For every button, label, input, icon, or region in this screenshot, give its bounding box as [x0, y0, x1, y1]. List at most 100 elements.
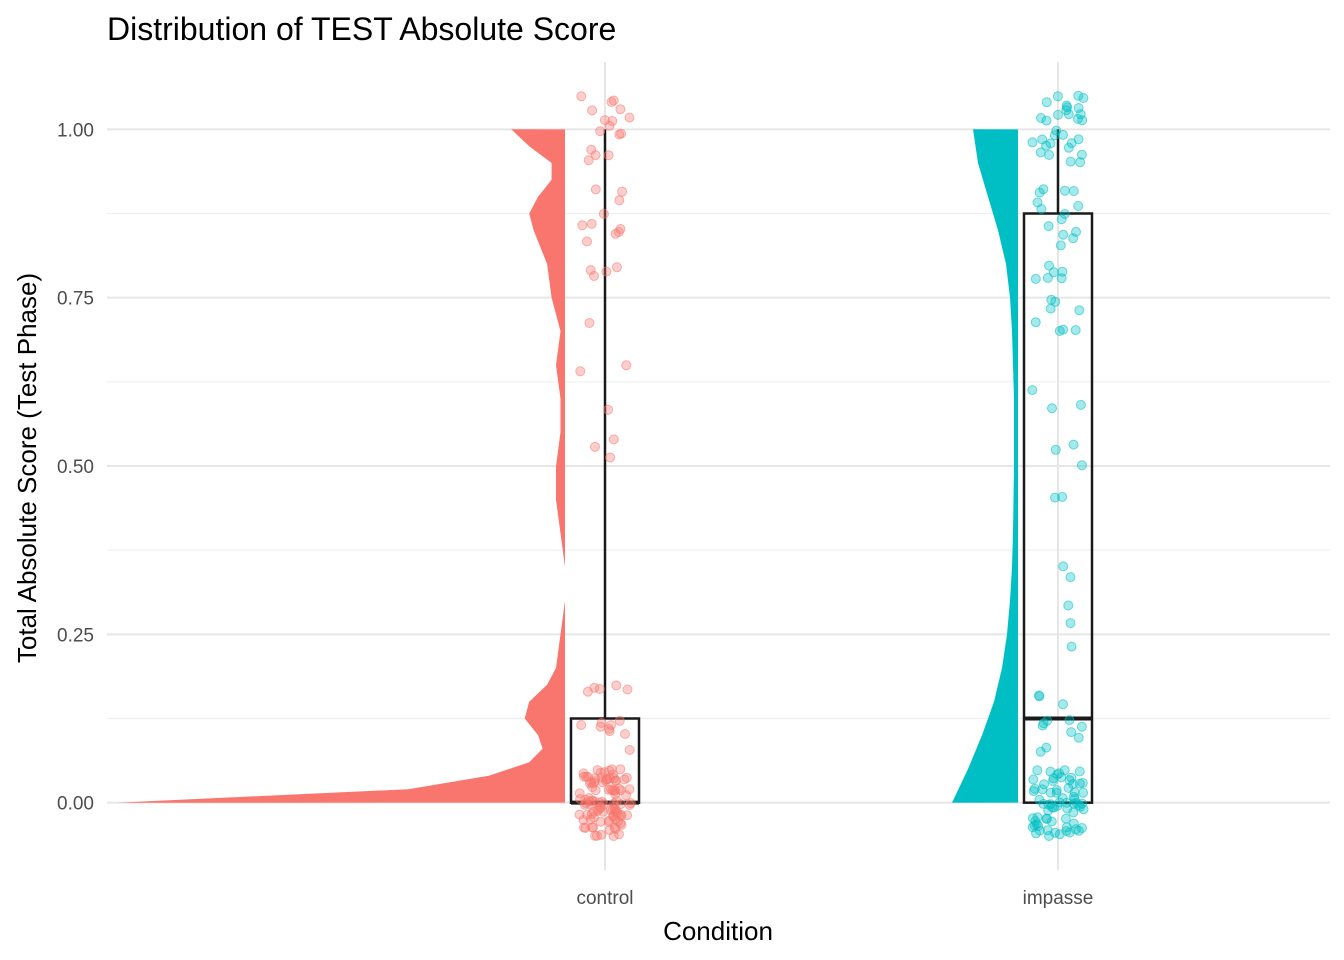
point-impasse-120 — [1056, 214, 1067, 225]
point-control-109 — [595, 721, 606, 732]
point-impasse-66 — [1047, 802, 1058, 813]
point-control-33 — [595, 816, 606, 827]
point-control-103 — [622, 684, 633, 695]
chart-title: Distribution of TEST Absolute Score — [107, 11, 616, 47]
point-control-137 — [587, 105, 598, 116]
point-impasse-0 — [1051, 785, 1062, 796]
point-control-101 — [596, 718, 607, 728]
point-impasse-140 — [1027, 137, 1038, 148]
point-impasse-76 — [1066, 727, 1077, 738]
point-impasse-67 — [1069, 793, 1080, 804]
point-control-78 — [591, 830, 602, 841]
point-control-114 — [608, 434, 619, 445]
point-impasse-118 — [1032, 197, 1043, 208]
point-impasse-75 — [1035, 746, 1046, 757]
half-violin-impasse — [952, 129, 1018, 803]
point-impasse-77 — [1073, 732, 1084, 743]
point-impasse-83 — [1063, 600, 1074, 611]
point-impasse-139 — [1053, 109, 1063, 120]
point-impasse-81 — [1064, 715, 1075, 726]
point-impasse-108 — [1074, 305, 1085, 316]
point-control-123 — [584, 318, 595, 328]
point-control-81 — [580, 823, 591, 833]
point-control-143 — [604, 120, 615, 131]
point-control-119 — [575, 366, 586, 377]
point-impasse-109 — [1058, 229, 1069, 240]
point-impasse-147 — [1076, 149, 1087, 160]
point-control-133 — [598, 208, 609, 219]
point-control-99 — [610, 789, 621, 800]
point-impasse-63 — [1068, 798, 1079, 809]
point-impasse-36 — [1029, 783, 1040, 794]
point-control-129 — [617, 186, 628, 197]
point-control-95 — [588, 822, 599, 833]
point-impasse-132 — [1041, 115, 1052, 126]
point-impasse-98 — [1070, 325, 1081, 336]
point-impasse-85 — [1065, 572, 1076, 583]
point-impasse-69 — [1077, 823, 1087, 833]
point-impasse-42 — [1039, 779, 1049, 790]
point-control-94 — [610, 785, 621, 796]
point-control-132 — [586, 218, 597, 229]
point-impasse-106 — [1050, 296, 1061, 307]
jitter-points — [574, 90, 1089, 841]
point-control-57 — [574, 809, 585, 820]
point-control-90 — [587, 782, 598, 792]
point-control-91 — [589, 776, 600, 787]
point-impasse-141 — [1052, 91, 1063, 102]
point-control-83 — [610, 807, 621, 818]
y-axis-title: Total Absolute Score (Test Phase) — [12, 273, 42, 663]
point-impasse-142 — [1073, 103, 1084, 113]
point-control-92 — [588, 796, 599, 806]
point-impasse-103 — [1057, 266, 1068, 277]
point-impasse-137 — [1044, 150, 1055, 160]
point-impasse-151 — [1077, 115, 1088, 126]
x-tick-labels: control impasse — [576, 888, 1093, 909]
point-control-88 — [585, 814, 596, 825]
boxplots — [569, 129, 1094, 805]
point-impasse-78 — [1076, 721, 1087, 732]
point-control-86 — [579, 771, 589, 782]
point-control-117 — [603, 404, 614, 415]
point-control-67 — [603, 817, 614, 827]
x-tick-label-control: control — [576, 888, 633, 909]
point-control-121 — [611, 262, 622, 273]
point-impasse-150 — [1045, 138, 1056, 149]
point-control-145 — [576, 91, 587, 102]
point-control-13 — [621, 772, 632, 783]
point-control-108 — [624, 745, 635, 755]
point-control-89 — [604, 765, 615, 776]
point-impasse-145 — [1078, 93, 1089, 103]
point-control-111 — [589, 682, 600, 693]
point-control-65 — [608, 769, 619, 780]
point-impasse-34 — [1070, 824, 1081, 835]
point-impasse-130 — [1073, 134, 1084, 145]
point-control-131 — [582, 236, 592, 247]
point-impasse-152 — [1063, 109, 1074, 120]
point-control-118 — [621, 360, 632, 371]
point-control-102 — [604, 726, 615, 737]
point-impasse-37 — [1062, 803, 1073, 814]
point-impasse-119 — [1068, 233, 1079, 244]
point-impasse-82 — [1065, 618, 1076, 629]
point-control-68 — [609, 801, 620, 812]
point-impasse-112 — [1043, 221, 1054, 232]
point-control-97 — [580, 798, 591, 809]
point-control-76 — [598, 799, 609, 810]
point-impasse-87 — [1050, 492, 1060, 503]
point-impasse-49 — [1068, 818, 1079, 829]
point-impasse-7 — [1032, 765, 1043, 776]
point-control-42 — [621, 790, 632, 801]
point-impasse-27 — [1060, 813, 1071, 824]
point-impasse-121 — [1073, 201, 1084, 211]
point-impasse-56 — [1051, 787, 1062, 798]
point-control-96 — [614, 829, 624, 840]
box-impasse — [1022, 212, 1094, 804]
point-impasse-126 — [1073, 90, 1084, 101]
point-control-105 — [620, 729, 630, 739]
point-control-43 — [574, 788, 585, 799]
point-control-130 — [613, 227, 624, 237]
point-impasse-100 — [1045, 303, 1056, 314]
point-impasse-65 — [1077, 798, 1088, 809]
